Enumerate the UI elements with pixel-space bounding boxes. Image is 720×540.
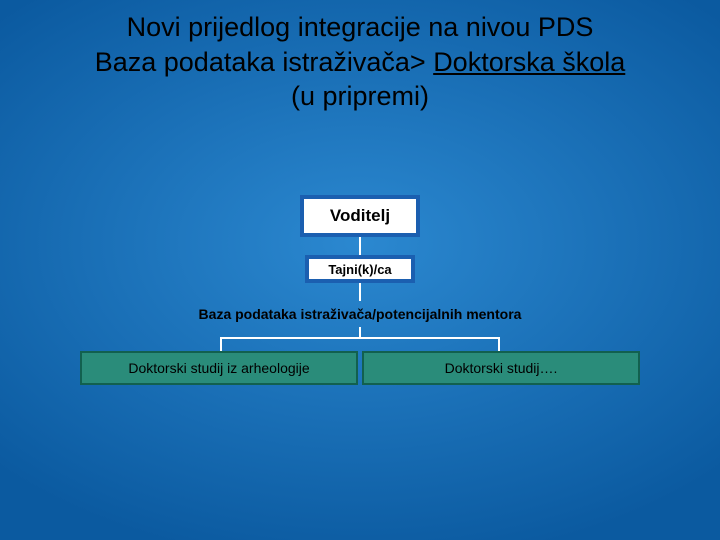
node-tajnik-label: Tajni(k)/ca xyxy=(328,262,391,277)
slide-title: Novi prijedlog integracije na nivou PDS … xyxy=(0,0,720,114)
connector-3 xyxy=(359,327,361,337)
node-ds-left-label: Doktorski studij iz arheologije xyxy=(128,360,309,376)
node-tajnik: Tajni(k)/ca xyxy=(305,255,415,283)
connector-h xyxy=(220,337,500,339)
title-line-2: Baza podataka istraživača> Doktorska ško… xyxy=(0,45,720,80)
node-baza: Baza podataka istraživača/potencijalnih … xyxy=(160,301,560,327)
node-voditelj-label: Voditelj xyxy=(330,206,390,226)
connector-2 xyxy=(359,283,361,301)
org-chart: Voditelj Tajni(k)/ca Baza podataka istra… xyxy=(0,195,720,385)
node-voditelj: Voditelj xyxy=(300,195,420,237)
title-line-1: Novi prijedlog integracije na nivou PDS xyxy=(0,10,720,45)
node-baza-label: Baza podataka istraživača/potencijalnih … xyxy=(199,306,522,322)
bottom-row: Doktorski studij iz arheologije Doktorsk… xyxy=(80,351,640,385)
connector-h-row xyxy=(80,337,640,351)
node-ds-left: Doktorski studij iz arheologije xyxy=(80,351,358,385)
connector-drop-left xyxy=(220,337,222,351)
connector-drop-right xyxy=(498,337,500,351)
title-line-2-prefix: Baza podataka istraživača> xyxy=(95,47,433,77)
title-line-2-underlined: Doktorska škola xyxy=(433,47,625,77)
node-ds-right-label: Doktorski studij…. xyxy=(445,360,558,376)
title-line-3: (u pripremi) xyxy=(0,79,720,114)
connector-1 xyxy=(359,237,361,255)
slide-content: Novi prijedlog integracije na nivou PDS … xyxy=(0,0,720,540)
node-ds-right: Doktorski studij…. xyxy=(362,351,640,385)
